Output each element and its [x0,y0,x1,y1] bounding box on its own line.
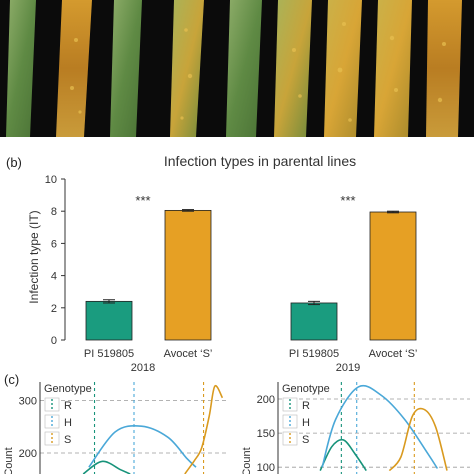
curve-s [388,407,448,472]
plot-area [82,382,224,474]
leaf-5 [226,0,262,137]
significance-label: *** [135,193,150,208]
x-category-label: PI 519805 [289,348,339,360]
x-group-label: 2019 [336,362,360,374]
panel-c-label: (c) [4,374,19,387]
leaf-photo-panel [0,0,474,137]
legend-label-s: S [64,434,71,446]
infection-type-bar-chart: (b) Infection types in parental lines In… [6,153,417,374]
x-category-label: PI 519805 [84,348,134,360]
legend-title: Genotype [282,383,330,395]
chart-b-title: Infection types in parental lines [164,153,356,169]
leaf-9 [426,0,462,137]
legend-label-h: H [302,417,310,429]
y-axis-label: Count [241,447,253,474]
leaf-7 [324,0,362,137]
bar [290,302,338,341]
y-tick-label: 100 [257,462,275,474]
chart-c-left-plot: 200 300 Count Genotype RHS [3,382,228,474]
y-tick-label: 8 [51,206,57,218]
plot-area [319,382,448,474]
y-axis-label: Count [3,447,15,474]
y-tick-label: 150 [257,428,275,440]
chart-c-right-plot: 100 150 200 Count Genotype RHS [241,382,470,474]
chart-b-category-labels: PI 519805 Avocet ‘S’ 2018 *** PI 519805 Avoce… [84,193,417,374]
curve-h [321,384,439,469]
y-tick-label: 300 [19,395,37,407]
y-tick-label: 6 [51,238,57,250]
y-tick-label: 2 [51,303,57,315]
leaf-2 [56,0,92,137]
y-tick-label: 4 [51,271,57,283]
x-category-label: Avocet ‘S’ [369,348,418,360]
legend-label-r: R [64,400,72,412]
leaf-8 [374,0,412,137]
chart-b-bars [85,209,417,341]
chart-b-y-axis-label: Infection type (IT) [27,210,41,303]
bar [369,211,417,341]
leaf-4 [170,0,204,137]
significance-label: *** [340,193,355,208]
bar [164,209,212,341]
bar [85,300,133,341]
y-tick-label: 10 [45,174,57,186]
curve-r [319,438,367,472]
panel-b-label: (b) [6,155,22,170]
legend-label-h: H [64,417,72,429]
legend-label-r: R [302,400,310,412]
x-category-label: Avocet ‘S’ [164,348,213,360]
curve-h [88,424,197,468]
y-tick-label: 200 [19,448,37,460]
y-tick-label: 0 [51,335,57,347]
curve-r [82,460,131,474]
leaf-3 [110,0,142,137]
y-tick-label: 200 [257,394,275,406]
leaf-rust-speckles [70,22,446,122]
curve-s [184,384,224,474]
x-group-label: 2018 [131,362,155,374]
legend-label-s: S [302,434,309,446]
chart-b-axes: 0 2 4 6 8 10 [45,174,66,347]
leaf-1 [6,0,36,137]
leaf-6 [274,0,312,137]
legend-title: Genotype [44,383,92,395]
